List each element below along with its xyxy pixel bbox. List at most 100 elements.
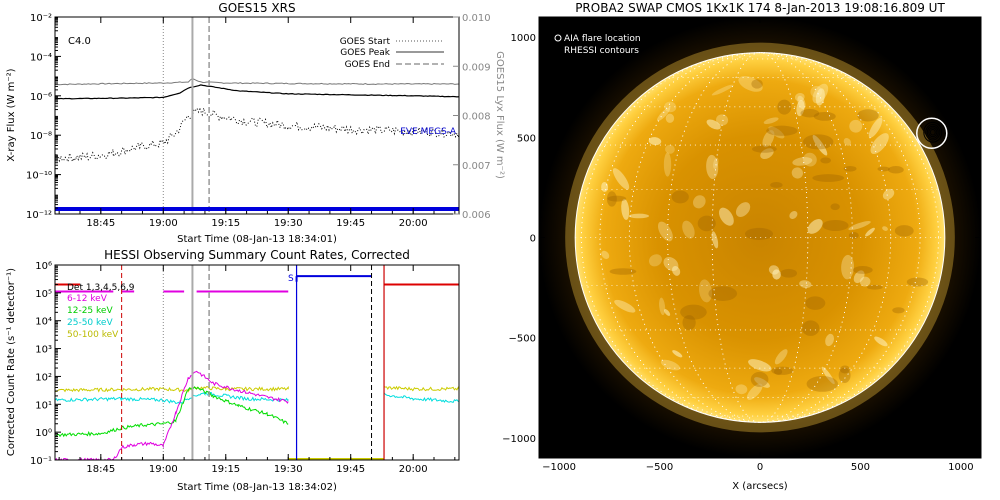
active-region-brightening	[882, 226, 888, 231]
goes-axes: 18:45 19:00 19:15 19:30 19:45 20:00 10⁻¹² 10⁻¹⁰…	[26, 13, 491, 229]
active-region-brightening	[665, 113, 675, 123]
active-region-brightening	[865, 227, 875, 237]
active-region-brightening	[792, 157, 813, 166]
goes-legend: GOES Start GOES Peak GOES End	[340, 37, 444, 70]
active-region-brightening	[853, 270, 865, 284]
hessi-y-tick-label: 10¹	[35, 400, 52, 411]
series-50-100-kev-line	[55, 385, 289, 394]
active-region-brightening	[791, 167, 803, 179]
active-region-brightening	[693, 195, 706, 209]
hessi-y-tick-label: 10⁶	[35, 261, 52, 272]
aia-flare-location-circle	[916, 117, 948, 150]
active-region-brightening	[656, 107, 671, 122]
legend-goes-end: GOES End	[345, 60, 390, 70]
dark-filament	[800, 108, 820, 118]
dark-filament	[609, 268, 637, 275]
active-region-brightening	[628, 213, 649, 219]
dark-filament	[852, 266, 873, 274]
dark-filament	[607, 195, 627, 202]
active-region-brightening	[803, 152, 817, 167]
active-region-brightening	[706, 119, 721, 130]
active-region-brightening	[716, 114, 729, 126]
active-region-brightening	[748, 359, 772, 372]
active-region-brightening	[682, 220, 695, 239]
active-region-brightening	[754, 377, 770, 388]
hessi-saa-flag: S	[288, 274, 294, 284]
dark-filament	[671, 190, 689, 204]
hessi-legend: Det 1,3,4,5,6,9 6-12 keV 12-25 keV 25-50…	[67, 283, 135, 340]
active-region-brightening	[763, 117, 779, 124]
active-region-brightening	[789, 211, 798, 220]
rhessi-contour	[928, 127, 938, 138]
swap-x-tick-label: −500	[646, 462, 673, 473]
active-region-brightening	[665, 144, 675, 154]
dark-filament	[777, 99, 792, 115]
goes-x-tick-label: 19:30	[274, 218, 303, 229]
dark-filament	[848, 232, 859, 239]
active-region-brightening	[719, 207, 734, 226]
active-region-brightening	[671, 265, 681, 276]
goes-long-channel-line	[55, 84, 459, 100]
legend-goes-peak: GOES Peak	[340, 48, 390, 58]
swap-y-tick-label: 1000	[511, 33, 536, 44]
series-25-50-kev-line-after-gap	[383, 392, 459, 404]
active-region-brightening	[821, 366, 835, 385]
active-region-brightening	[664, 309, 671, 316]
rhessi-contour	[925, 124, 941, 141]
active-region-brightening	[672, 350, 683, 358]
hessi-x-tick-label: 19:15	[211, 464, 240, 475]
dark-filament	[682, 315, 696, 331]
active-region-brightening	[882, 188, 895, 200]
dark-filament	[806, 376, 839, 392]
goes-x-axis-label: Start Time (08-Jan-13 18:34:01)	[177, 234, 337, 245]
legend-12-25-kev: 12-25 keV	[67, 306, 113, 316]
legend-rhessi-contours: RHESSI contours	[564, 46, 639, 56]
active-region-brightening	[810, 85, 823, 98]
goes-x-tick-label: 20:00	[399, 218, 428, 229]
active-region-brightening	[648, 254, 662, 267]
goes-y-tick-label: 10⁻¹⁰	[26, 171, 52, 182]
active-region-brightening	[799, 280, 812, 289]
dark-filament	[680, 304, 707, 320]
active-region-brightening	[859, 276, 871, 287]
swap-legend: AIA flare location RHESSI contours	[554, 34, 641, 56]
active-region-brightening	[796, 100, 805, 117]
active-region-brightening	[760, 148, 774, 159]
legend-aia-symbol	[554, 34, 562, 42]
dark-filament	[839, 365, 851, 374]
swap-y-tick-label: −500	[509, 334, 536, 345]
hessi-y-tick-label: 10⁰	[35, 428, 52, 439]
dark-filament	[892, 307, 905, 314]
hessi-y-tick-label: 10³	[35, 345, 52, 356]
dark-filament	[843, 165, 857, 172]
legend-goes-start: GOES Start	[340, 37, 391, 47]
dark-filament	[752, 145, 777, 153]
goes-y-tick-label: 10⁻⁸	[30, 131, 52, 142]
hessi-x-tick-label: 20:00	[399, 464, 428, 475]
dark-filament	[751, 79, 763, 89]
dark-filament	[813, 111, 836, 121]
hessi-x-tick-label: 19:30	[274, 464, 303, 475]
dark-filament	[805, 296, 826, 310]
solar-disk	[575, 52, 945, 423]
goes-x-tick-label: 19:45	[336, 218, 365, 229]
active-region-brightening	[815, 88, 825, 106]
hessi-axes: 18:45 19:00 19:15 19:30 19:45 20:00 10⁻¹ 10⁰ 10¹…	[30, 261, 456, 475]
dark-filament	[888, 166, 904, 174]
series-12-25-kev-line	[55, 386, 289, 438]
active-region-brightening	[772, 269, 781, 280]
active-region-brightening	[843, 138, 852, 146]
solar-limb	[574, 52, 946, 423]
goes-y2-tick-label: 0.006	[462, 210, 491, 221]
goes-x-tick-label: 19:15	[211, 218, 240, 229]
goes-y-tick-label: 10⁻⁶	[30, 92, 52, 103]
active-region-brightening	[713, 157, 719, 169]
swap-x-tick-label: 1000	[948, 462, 973, 473]
dark-filament	[744, 227, 774, 240]
dark-filament	[822, 219, 849, 231]
eve-megs-label: EVE MEGS-A	[400, 127, 457, 137]
hessi-y-axis-label: Corrected Count Rate (s⁻¹ detector⁻¹)	[6, 268, 17, 456]
dark-filament	[780, 268, 798, 278]
active-region-brightening	[812, 83, 829, 104]
